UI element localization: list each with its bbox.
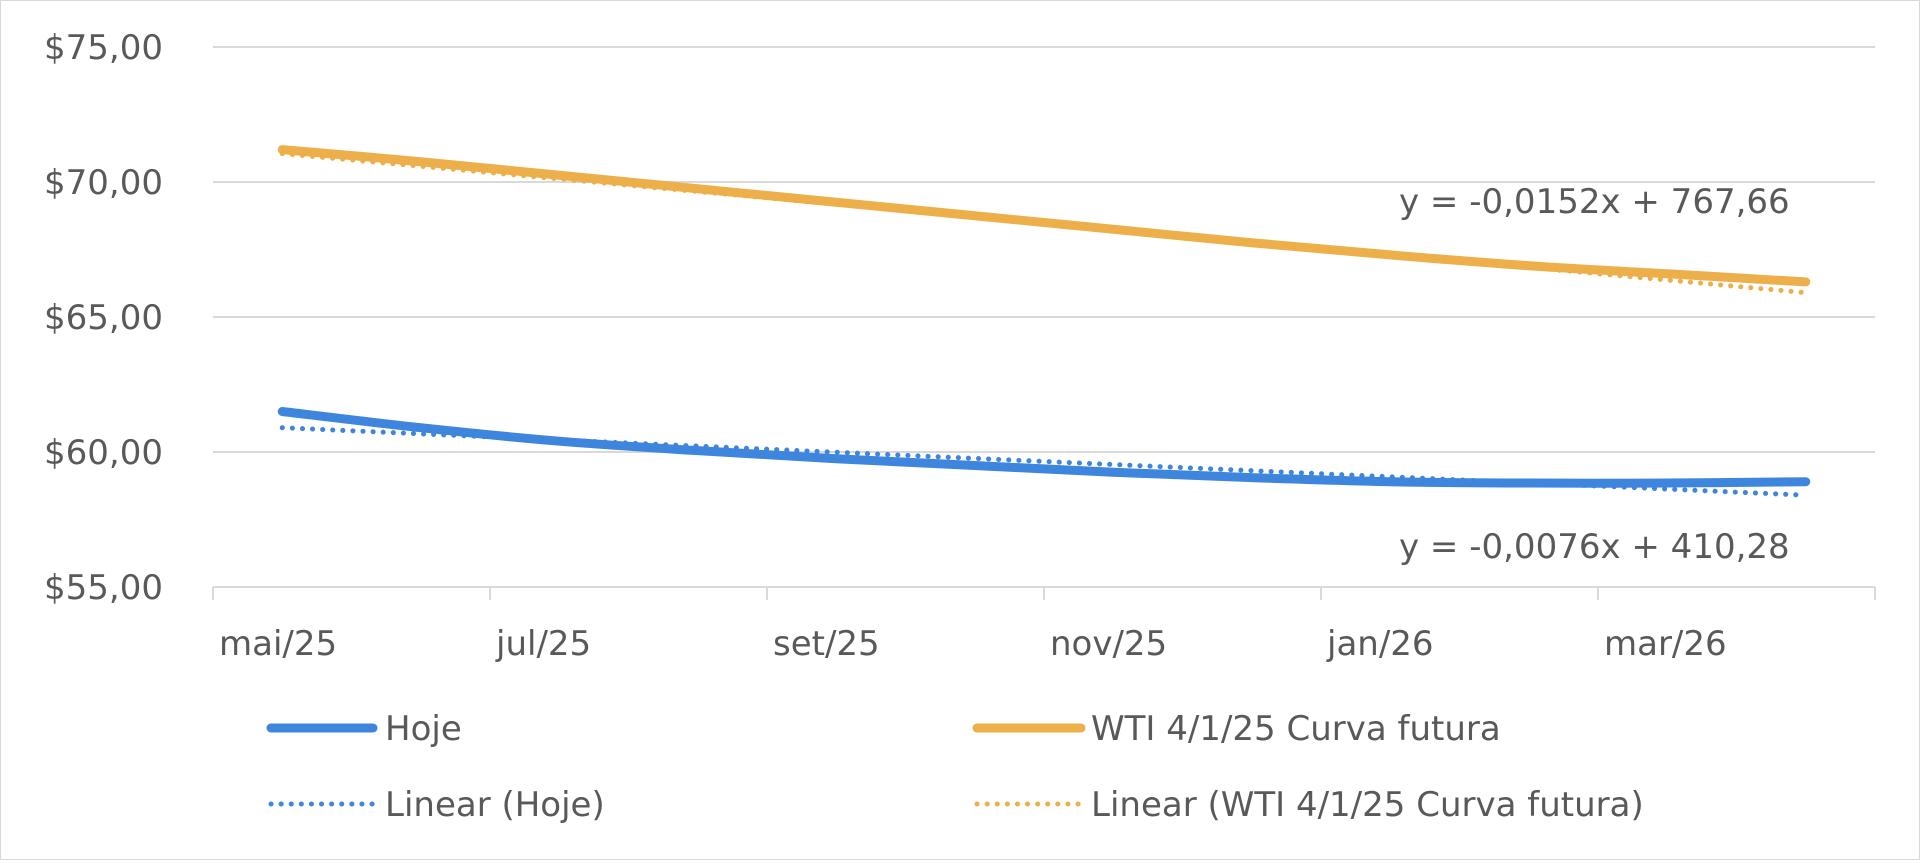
y-tick-label: $75,00 bbox=[44, 28, 163, 68]
y-tick-label: $55,00 bbox=[44, 568, 163, 608]
legend: Hoje WTI 4/1/25 Curva futura Linear (Hoj… bbox=[266, 709, 1644, 825]
series-line-wti-4-1-25-curva-futura bbox=[277, 145, 1811, 287]
trendline-equation-wti: y = -0,0152x + 767,66 bbox=[1399, 182, 1790, 222]
y-tick-label: $70,00 bbox=[44, 163, 163, 203]
legend-label-hoje: Hoje bbox=[385, 709, 462, 749]
x-tick-label: mar/26 bbox=[1604, 624, 1727, 664]
y-axis-tick-labels: $55,00 $60,00 $65,00 $70,00 $75,00 bbox=[44, 28, 163, 608]
x-tick-label: mai/25 bbox=[219, 624, 337, 664]
legend-item-linear-wti[interactable]: Linear (WTI 4/1/25 Curva futura) bbox=[974, 785, 1644, 825]
x-axis bbox=[212, 586, 1876, 600]
legend-label-linear-hoje: Linear (Hoje) bbox=[385, 785, 605, 825]
x-tick-label: jan/26 bbox=[1326, 624, 1434, 664]
x-tick-label: set/25 bbox=[773, 624, 880, 664]
x-tick-label: nov/25 bbox=[1050, 624, 1167, 664]
legend-item-hoje[interactable]: Hoje bbox=[266, 709, 462, 749]
x-axis-tick-labels: mai/25 jul/25 set/25 nov/25 jan/26 mar/26 bbox=[219, 624, 1727, 664]
legend-label-wti: WTI 4/1/25 Curva futura bbox=[1091, 709, 1501, 749]
legend-label-linear-wti: Linear (WTI 4/1/25 Curva futura) bbox=[1091, 785, 1644, 825]
legend-item-wti[interactable]: WTI 4/1/25 Curva futura bbox=[972, 709, 1501, 749]
x-tick-label: jul/25 bbox=[495, 624, 591, 664]
gridlines bbox=[213, 46, 1875, 453]
trendline-equations: y = -0,0152x + 767,66 y = -0,0076x + 410… bbox=[1399, 182, 1790, 567]
series-line-hoje bbox=[277, 407, 1811, 488]
legend-item-linear-hoje[interactable]: Linear (Hoje) bbox=[268, 785, 605, 825]
y-tick-label: $60,00 bbox=[44, 433, 163, 473]
series-lines bbox=[277, 145, 1811, 498]
y-tick-label: $65,00 bbox=[44, 298, 163, 338]
trendline-equation-hoje: y = -0,0076x + 410,28 bbox=[1399, 527, 1790, 567]
